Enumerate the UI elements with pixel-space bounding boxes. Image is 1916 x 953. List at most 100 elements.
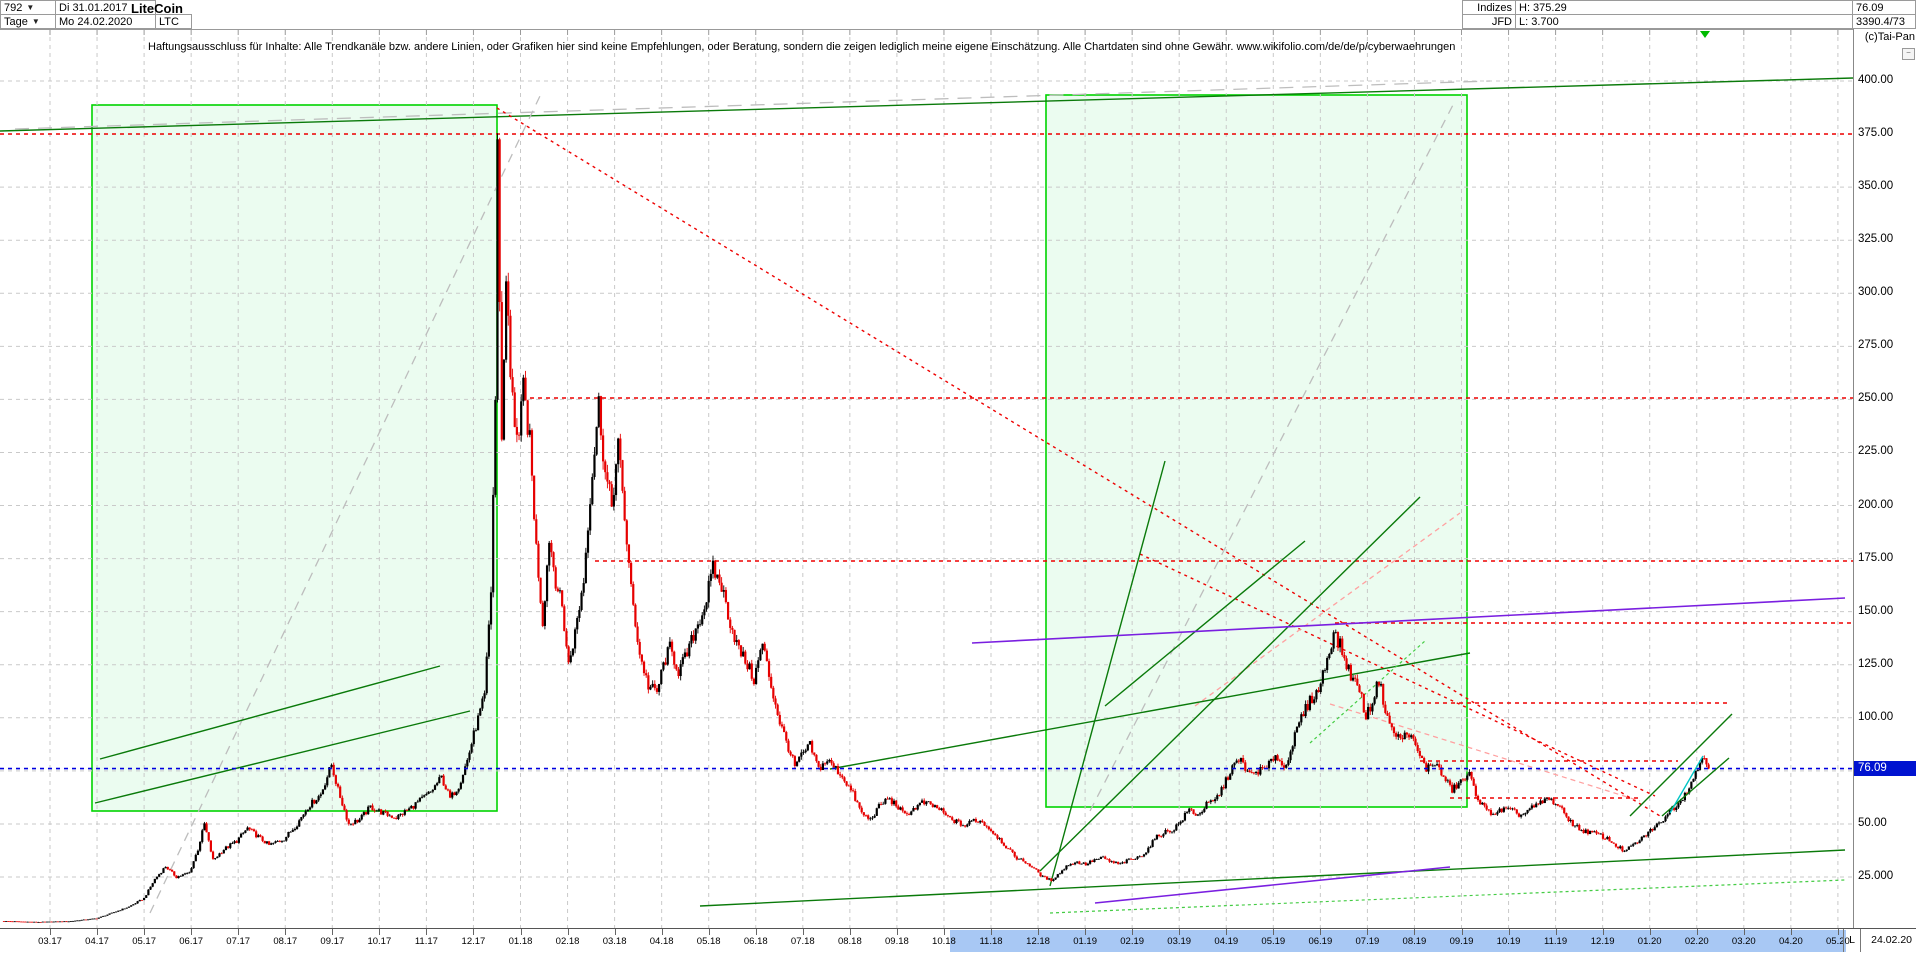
price-axis-label: 125.00 xyxy=(1858,657,1894,670)
time-axis-tick xyxy=(1320,929,1322,935)
last-bar-label: L xyxy=(1843,929,1861,952)
chart-plot-area[interactable]: Haftungsausschluss für Inhalte: Alle Tre… xyxy=(0,29,1854,929)
time-axis-label: 11.17 xyxy=(414,936,438,947)
time-axis-tick xyxy=(991,929,992,935)
date-to-field[interactable]: Mo 24.02.2020 xyxy=(56,14,156,29)
time-axis-label: 04.19 xyxy=(1214,936,1239,947)
time-axis-tick xyxy=(144,929,146,935)
period-low-cell: L: 3.700 xyxy=(1516,14,1853,29)
price-axis-label: 325.00 xyxy=(1858,233,1894,246)
date-from-value: Di 31.01.2017 xyxy=(59,1,128,14)
time-axis-label: 06.17 xyxy=(179,936,204,947)
price-axis-label: 350.00 xyxy=(1858,180,1894,193)
symbol-value: LTC xyxy=(159,15,179,28)
price-axis-label: 150.00 xyxy=(1858,604,1894,617)
price-axis-label: 250.00 xyxy=(1858,392,1894,405)
period-low-value: L: 3.700 xyxy=(1519,15,1559,28)
time-axis-label: 07.19 xyxy=(1355,936,1380,947)
time-axis-label: 03.18 xyxy=(602,936,627,947)
time-axis-tick xyxy=(1414,929,1416,935)
time-axis-label: 11.18 xyxy=(979,936,1003,947)
price-axis: (c)Tai-Pan − 400.00 375.00 350.00 325.00 300… xyxy=(1853,29,1916,928)
chart-header: 792 ▼ Tage ▼ Di 31.01.2017 Mo 24.02.2020… xyxy=(0,0,1916,29)
price-axis-label: 175.00 xyxy=(1858,551,1894,564)
volume-value: 3390.4/73 xyxy=(1856,15,1905,28)
time-axis-tick xyxy=(755,929,757,935)
time-axis-tick xyxy=(849,929,851,935)
time-axis-label: 12.17 xyxy=(461,936,486,947)
time-axis-label: 03.20 xyxy=(1731,936,1756,947)
time-axis-tick xyxy=(1179,929,1181,935)
chevron-down-icon: ▼ xyxy=(26,3,35,12)
time-axis-tick xyxy=(1038,929,1040,935)
date-to-value: Mo 24.02.2020 xyxy=(59,15,133,28)
time-axis-label: 05.18 xyxy=(696,936,721,947)
time-axis-label: 04.18 xyxy=(649,936,674,947)
trend-channel-box xyxy=(91,104,498,812)
period-dropdown[interactable]: Tage ▼ xyxy=(0,14,56,29)
last-bar-date: 24.02.20 xyxy=(1871,934,1912,946)
time-axis-highlight-band xyxy=(950,930,1846,952)
time-axis-tick xyxy=(614,929,616,935)
feed-name-row1: Indizes xyxy=(1477,1,1512,14)
time-axis-label: 04.17 xyxy=(85,936,109,947)
time-axis-tick xyxy=(97,929,99,935)
disclaimer-text: Haftungsausschluss für Inhalte: Alle Tre… xyxy=(148,41,1456,53)
feed-name-cell: Indizes xyxy=(1462,0,1516,15)
time-axis-tick xyxy=(379,929,381,935)
time-axis-label: 07.18 xyxy=(790,936,815,947)
time-axis-tick xyxy=(50,929,51,935)
time-axis-label: 05.19 xyxy=(1261,936,1286,947)
last-price-tag: 76.09 xyxy=(1854,760,1916,776)
time-axis-label: 09.17 xyxy=(320,936,345,947)
price-axis-label: 200.00 xyxy=(1858,498,1894,511)
time-axis-tick xyxy=(1743,929,1745,935)
collapse-icon[interactable]: − xyxy=(1902,48,1915,60)
time-axis-tick xyxy=(896,929,898,935)
time-axis-label: 02.19 xyxy=(1120,936,1145,947)
time-axis-tick xyxy=(191,929,193,935)
time-axis-tick xyxy=(520,929,522,935)
time-axis-tick xyxy=(426,929,428,935)
price-axis-label: 50.00 xyxy=(1858,816,1887,829)
time-axis-label: 08.19 xyxy=(1402,936,1427,947)
page-title: LiteCoin xyxy=(131,1,183,16)
time-axis-label: 01.18 xyxy=(508,936,533,947)
time-axis-label: 06.18 xyxy=(743,936,768,947)
time-axis-tick xyxy=(1226,929,1228,935)
price-axis-label: 225.00 xyxy=(1858,445,1894,458)
last-price-value: 76.09 xyxy=(1856,1,1884,14)
last-price-cell: 76.09 xyxy=(1853,0,1916,15)
time-axis-tick xyxy=(1085,929,1087,935)
time-axis-tick xyxy=(1790,929,1792,935)
time-axis-label: 06.19 xyxy=(1308,936,1333,947)
time-axis-label: 10.19 xyxy=(1496,936,1521,947)
chevron-down-icon: ▼ xyxy=(31,17,40,26)
price-axis-label: 300.00 xyxy=(1858,286,1894,299)
time-axis-label: 11.19 xyxy=(1544,936,1568,947)
time-axis-label: 09.19 xyxy=(1449,936,1474,947)
time-axis-label: 05.20 xyxy=(1826,936,1850,947)
time-axis-label: 12.19 xyxy=(1590,936,1615,947)
last-bar-marker-icon xyxy=(1700,31,1710,38)
time-axis-tick xyxy=(1555,929,1557,935)
time-axis-label: 02.18 xyxy=(555,936,580,947)
time-axis-tick xyxy=(1649,929,1651,935)
candlestick-chart[interactable] xyxy=(0,30,1854,929)
time-axis-tick xyxy=(1461,929,1463,935)
period-high-value: H: 375.29 xyxy=(1519,1,1567,14)
time-axis-label: 03.19 xyxy=(1167,936,1192,947)
time-axis-tick xyxy=(661,929,663,935)
time-axis-label: 02.20 xyxy=(1684,936,1709,947)
time-axis-label: 04.20 xyxy=(1778,936,1803,947)
time-axis-tick xyxy=(802,929,804,935)
time-axis-label: 10.17 xyxy=(367,936,392,947)
symbol-field[interactable]: LTC xyxy=(156,14,192,29)
time-axis-tick xyxy=(1837,929,1839,935)
time-axis-tick xyxy=(567,929,569,935)
time-axis-label: 08.18 xyxy=(837,936,862,947)
time-axis-label: 05.17 xyxy=(132,936,156,947)
time-axis-tick xyxy=(1273,929,1275,935)
time-axis-label: 10.18 xyxy=(932,936,956,947)
bars-count-dropdown[interactable]: 792 ▼ xyxy=(0,0,56,15)
